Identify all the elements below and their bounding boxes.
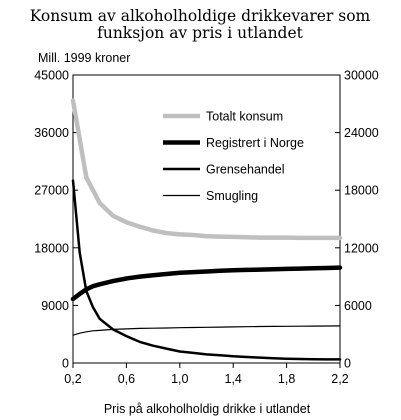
y-left-tick-label: 27000: [34, 184, 69, 198]
legend: Totalt konsum Registrert i Norge Grensehan…: [163, 110, 304, 203]
y-right-tick-label: 24000: [344, 126, 379, 140]
y-left-tick-label: 9000: [41, 299, 69, 313]
series-line-smugling: [72, 325, 341, 336]
y-right-tick-label: 0: [344, 357, 351, 371]
unit-label: Mill. 1999 kroner: [38, 51, 130, 65]
x-axis-label: Pris på alkoholholdig drikke i utlandet: [104, 402, 311, 416]
series-line-grensehandel: [71, 179, 342, 361]
legend-label-registrert-i-norge: Registrert i Norge: [206, 136, 304, 150]
series-line-totalt-konsum: [70, 98, 343, 241]
y-left-tick-label: 36000: [34, 126, 69, 140]
series-layer: [70, 98, 343, 361]
y-right-tick-label: 6000: [344, 299, 372, 313]
y-left-tick-label: 18000: [34, 241, 69, 255]
x-tick-label: 1,8: [278, 372, 295, 386]
axes: 0 9000 18000 27000 36000 45000 0 6000 12000 18000…: [34, 69, 379, 387]
x-tick-label: 1,0: [171, 372, 188, 386]
y-right-tick-label: 12000: [344, 241, 379, 255]
series-line-registrert-i-norge: [70, 265, 343, 302]
chart-title-line-1: Konsum av alkoholholdige drikkevarer som: [30, 7, 371, 25]
legend-label-smugling: Smugling: [206, 189, 258, 203]
y-left-tick-label: 0: [62, 357, 69, 371]
x-tick-label: 1,4: [225, 372, 242, 386]
x-tick-label: 0,6: [118, 372, 135, 386]
y-right-tick-label: 30000: [344, 69, 379, 83]
y-right-tick-label: 18000: [344, 184, 379, 198]
x-tick-label: 0,2: [64, 372, 81, 386]
y-left-tick-label: 45000: [34, 69, 69, 83]
chart-title-line-2: funksjon av pris i utlandet: [97, 24, 304, 42]
legend-label-grensehandel: Grensehandel: [206, 163, 285, 177]
legend-label-totalt-konsum: Totalt konsum: [206, 110, 283, 124]
plot-frame: [72, 74, 341, 364]
x-tick-label: 2,2: [331, 372, 348, 386]
